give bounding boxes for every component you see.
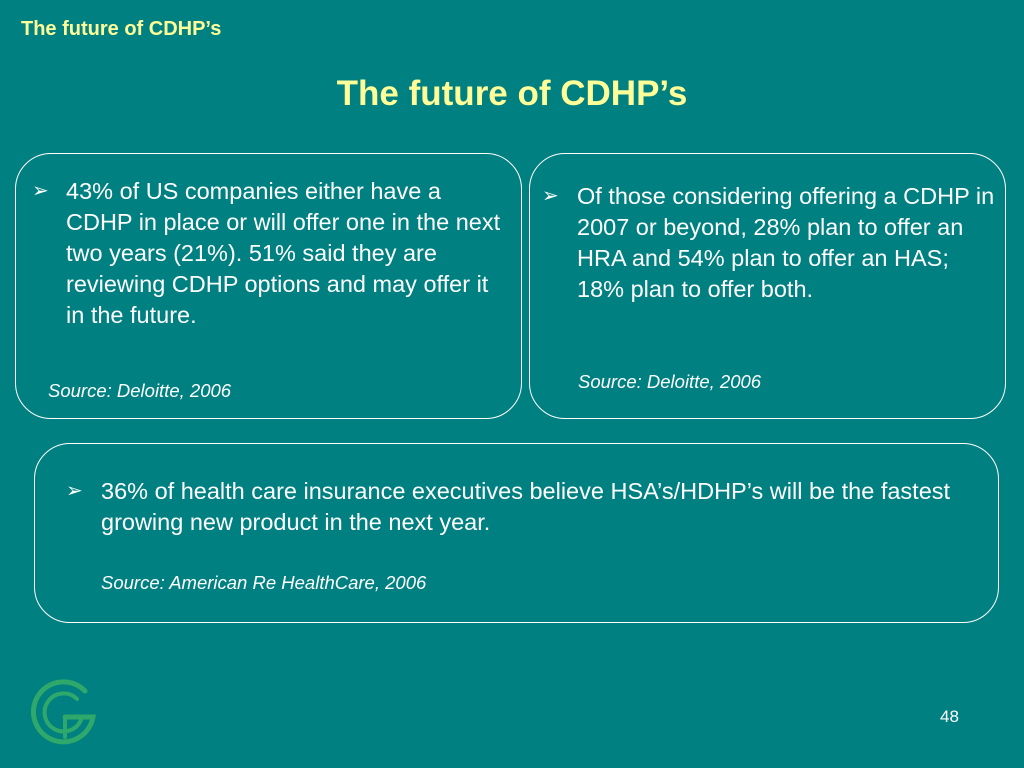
slide-title: The future of CDHP’s xyxy=(336,74,688,113)
arrow-bullet-icon: ➢ xyxy=(542,185,559,207)
source-citation: Source: American Re HealthCare, 2006 xyxy=(101,572,427,593)
bullet-text: 43% of US companies either have a CDHP i… xyxy=(66,178,501,328)
source-citation: Source: Deloitte, 2006 xyxy=(48,380,232,401)
bullet-text: Of those considering offering a CDHP in … xyxy=(577,183,995,302)
page-number: 48 xyxy=(940,707,959,726)
arrow-bullet-icon: ➢ xyxy=(66,480,83,502)
bullet-item: ➢ Of those considering offering a CDHP i… xyxy=(542,181,1002,305)
arrow-bullet-icon: ➢ xyxy=(32,180,49,202)
bullet-text: 36% of health care insurance executives … xyxy=(101,478,951,535)
g-logo-icon xyxy=(30,679,96,745)
statistic-box-american-re: ➢ 36% of health care insurance executive… xyxy=(34,443,999,623)
header-label: The future of CDHP’s xyxy=(21,18,222,40)
bullet-item: ➢ 36% of health care insurance executive… xyxy=(66,476,966,538)
statistic-box-deloitte-plans: ➢ Of those considering offering a CDHP i… xyxy=(529,153,1006,419)
bullet-item: ➢ 43% of US companies either have a CDHP… xyxy=(32,176,512,331)
source-citation: Source: Deloitte, 2006 xyxy=(578,371,762,392)
statistic-box-deloitte-adoption: ➢ 43% of US companies either have a CDHP… xyxy=(15,153,522,419)
